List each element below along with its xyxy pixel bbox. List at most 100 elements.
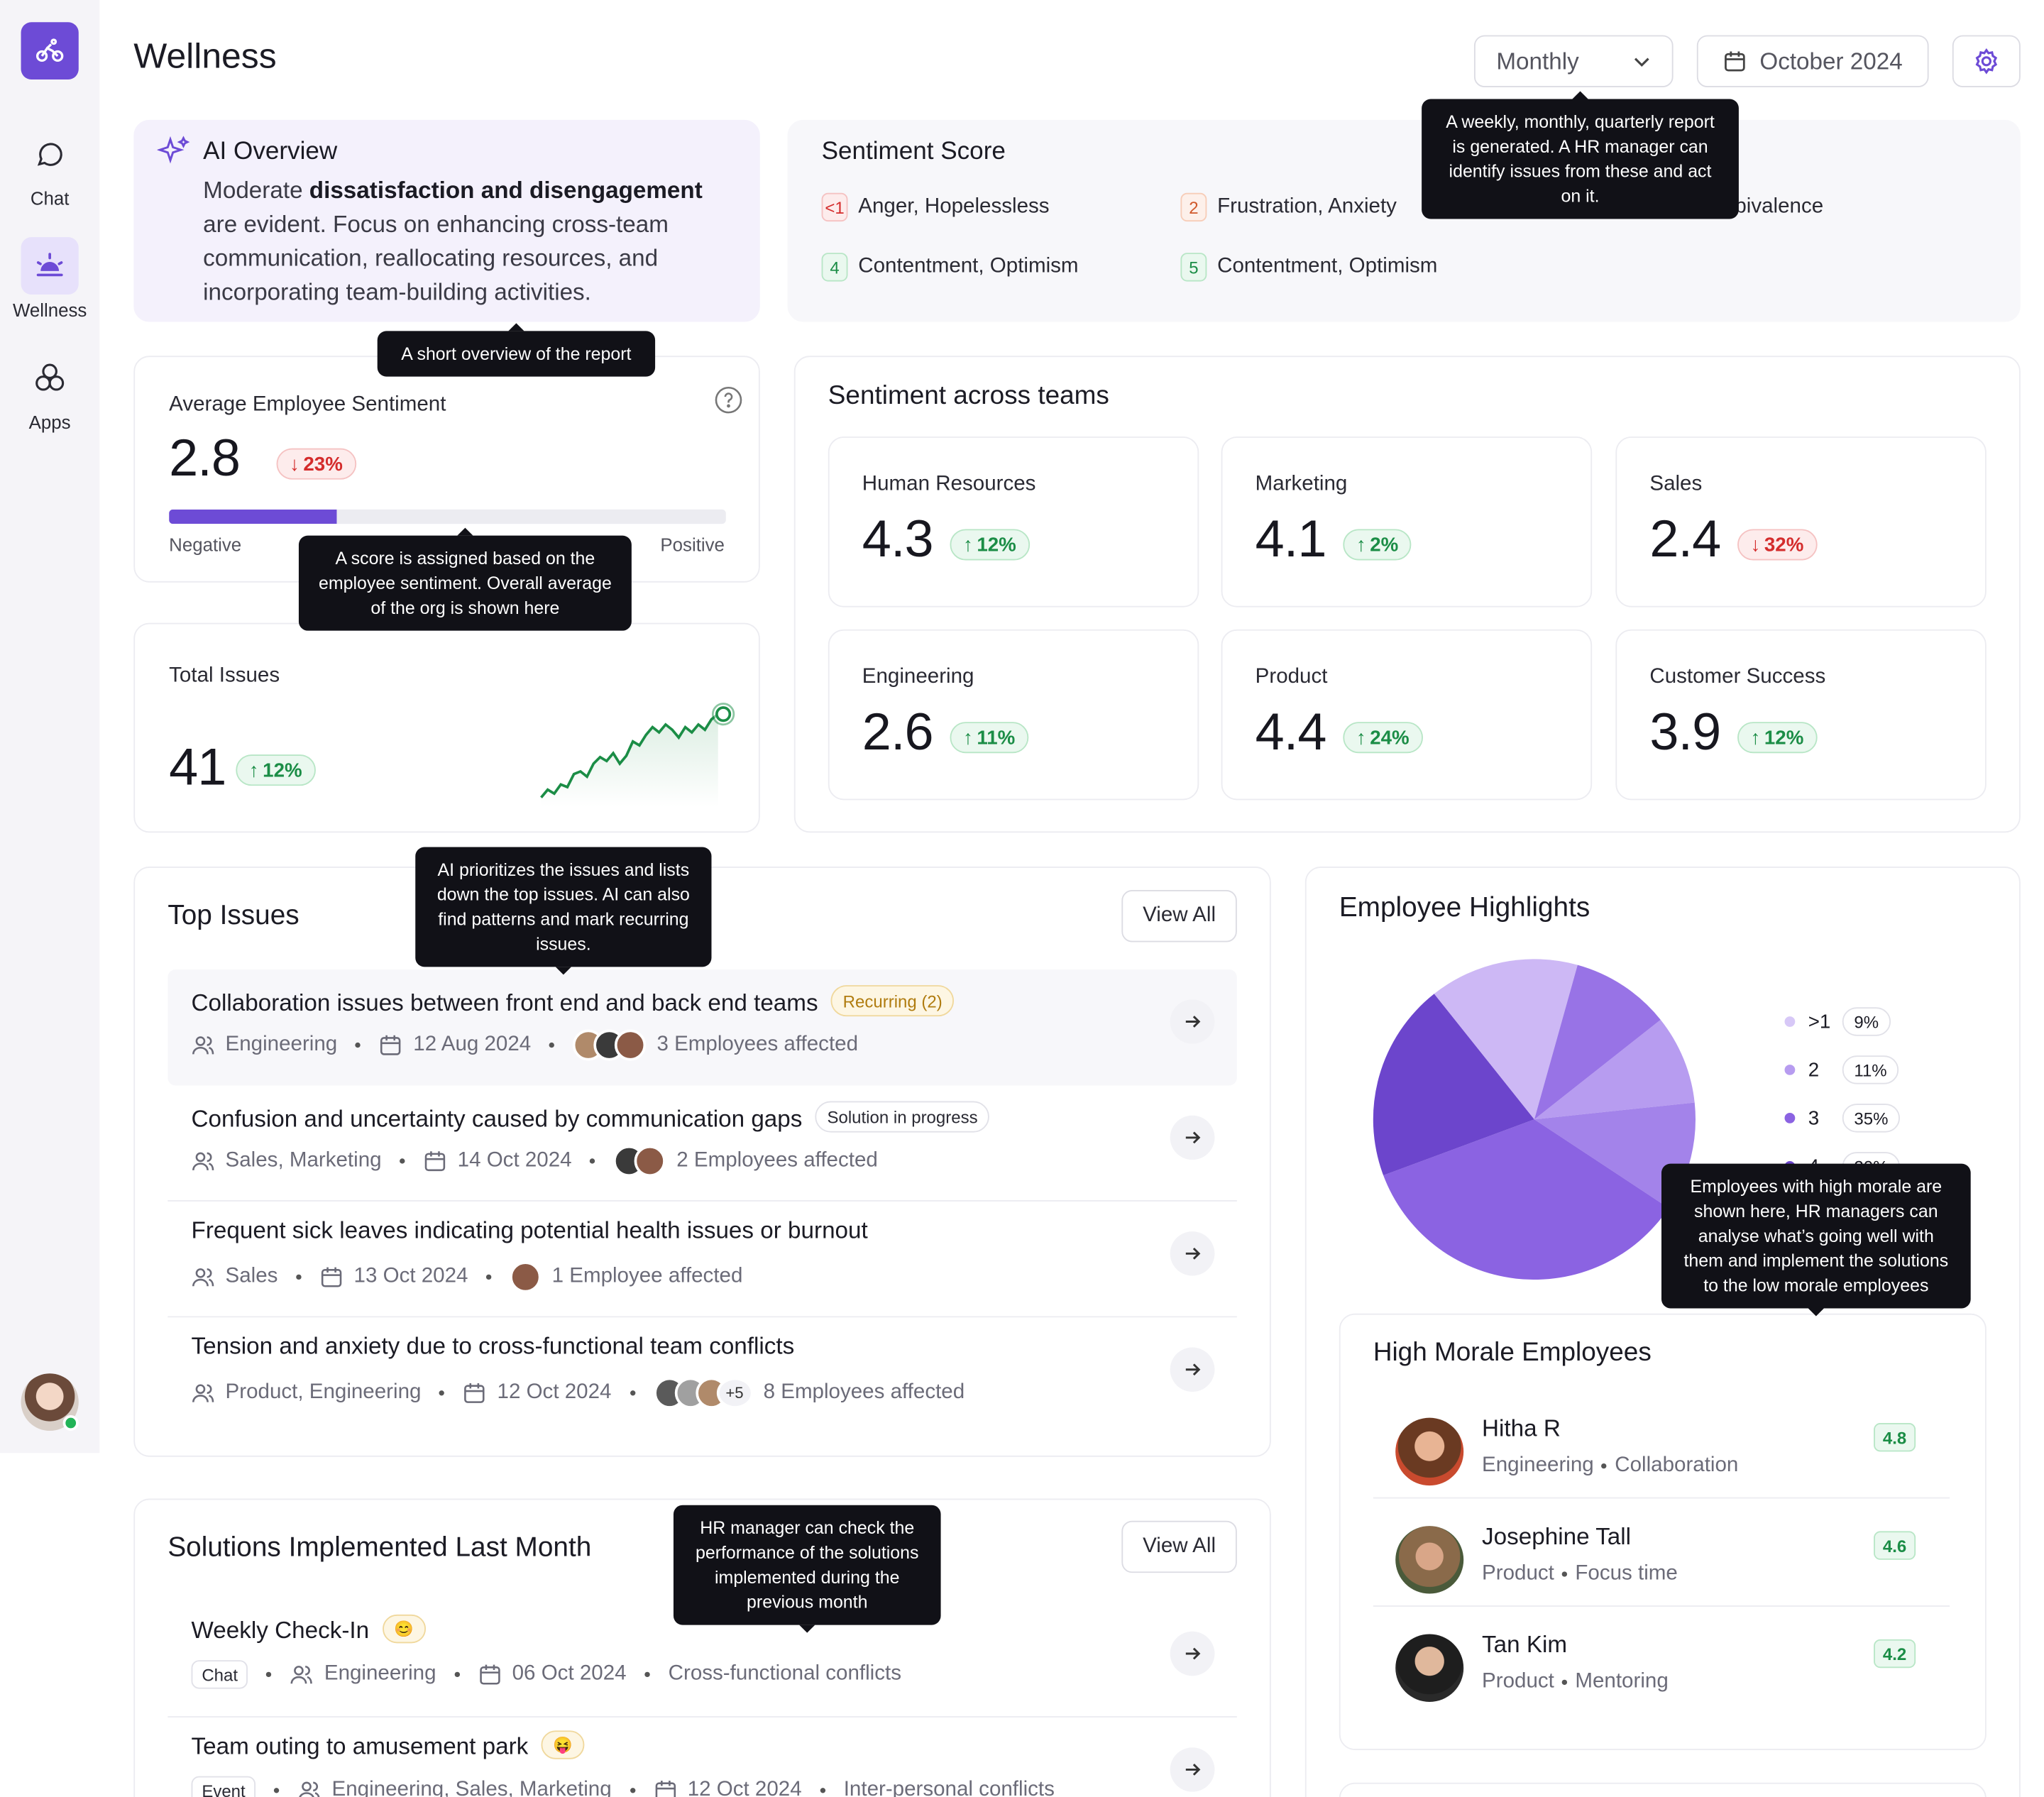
team-card[interactable]: Customer Success 3.9 ↑ 12%: [1615, 629, 1987, 801]
overview-tooltip: A short overview of the report: [377, 323, 656, 377]
issue-row[interactable]: Collaboration issues between front end a…: [167, 969, 1237, 1086]
morale-employee-row[interactable]: Hitha R Engineering Collaboration 4.8: [1373, 1415, 1950, 1499]
open-solution-button[interactable]: [1170, 1631, 1215, 1676]
period-select[interactable]: Monthly: [1473, 35, 1674, 88]
users-icon: [192, 1152, 214, 1170]
high-morale-title: High Morale Employees: [1373, 1338, 1652, 1368]
employee-topic: Mentoring: [1575, 1670, 1669, 1693]
team-name: Sales: [1649, 473, 1703, 495]
date-picker[interactable]: October 2024: [1696, 35, 1929, 88]
team-name: Engineering: [862, 666, 974, 688]
employee-topic: Collaboration: [1615, 1454, 1739, 1477]
team-card[interactable]: Marketing 4.1 ↑ 2%: [1221, 436, 1593, 608]
score-item-3-label: bivalence: [1735, 195, 1824, 218]
calendar-icon: [321, 1267, 342, 1287]
open-solution-button[interactable]: [1170, 1747, 1215, 1792]
nav-apps[interactable]: Apps: [0, 349, 99, 433]
issue-tag: Recurring (2): [831, 985, 955, 1017]
pie-slice: [1534, 965, 1661, 1120]
period-select-value: Monthly: [1496, 48, 1579, 74]
team-change: ↑ 12%: [1737, 722, 1817, 754]
bicycle-icon: [35, 38, 64, 62]
calendar-icon: [464, 1383, 485, 1403]
legend-item: 3 35%: [1784, 1104, 1901, 1133]
pie-slice: [1534, 1102, 1696, 1209]
app-logo[interactable]: [21, 22, 79, 80]
solution-title: Weekly Check-In: [191, 1617, 370, 1644]
issue-row[interactable]: Tension and anxiety due to cross-functio…: [167, 1317, 1236, 1422]
calendar-icon: [380, 1035, 402, 1055]
sentiment-bar-fill: [169, 509, 336, 524]
negative-label: Negative: [169, 534, 242, 556]
avg-sentiment-value: 2.8: [169, 429, 241, 488]
open-issue-button[interactable]: [1170, 1347, 1215, 1392]
team-score: 4.4: [1255, 703, 1327, 762]
issue-title: Tension and anxiety due to cross-functio…: [191, 1333, 795, 1360]
calendar-icon: [1724, 51, 1745, 72]
team-change: ↑ 11%: [950, 722, 1028, 754]
employee-photo: [1395, 1526, 1464, 1594]
pie-slice: [1373, 994, 1534, 1176]
employee-photo: [1395, 1417, 1464, 1486]
calendar-icon: [480, 1664, 500, 1685]
pie-slice: [1383, 1119, 1669, 1280]
settings-button[interactable]: [1952, 35, 2021, 88]
employee-score: 4.8: [1873, 1423, 1916, 1452]
more-avatars: +5: [716, 1377, 753, 1409]
solution-team: Engineering, Sales, Marketing: [331, 1779, 612, 1797]
employee-team: Product: [1482, 1562, 1554, 1585]
solutions-view-all-button[interactable]: View All: [1121, 1520, 1237, 1573]
morale-employee-row[interactable]: Tan Kim Product Mentoring 4.2: [1373, 1632, 1950, 1712]
report-tooltip: A weekly, monthly, quarterly report is g…: [1422, 91, 1739, 219]
team-score: 4.1: [1255, 510, 1327, 568]
solution-type-chip: Event: [191, 1776, 256, 1797]
issue-title: Confusion and uncertainty caused by comm…: [191, 1105, 803, 1132]
ai-overview-text: Moderate dissatisfaction and disengageme…: [203, 177, 703, 305]
arrow-right-icon: [1185, 1247, 1201, 1260]
solution-date: 12 Oct 2024: [687, 1779, 802, 1797]
users-icon: [192, 1384, 214, 1402]
avg-sentiment-change: ↓ 23%: [276, 448, 356, 480]
open-issue-button[interactable]: [1170, 1115, 1215, 1160]
arrow-right-icon: [1185, 1764, 1201, 1776]
users-icon: [299, 1781, 320, 1797]
solution-row[interactable]: Weekly Check-In 😊 Chat Engineering 06 Oct 2…: [167, 1602, 1237, 1718]
team-card[interactable]: Product 4.4 ↑ 24%: [1221, 629, 1593, 801]
arrow-right-icon: [1185, 1647, 1201, 1660]
help-icon[interactable]: [714, 385, 743, 414]
issue-row[interactable]: Confusion and uncertainty caused by comm…: [167, 1085, 1237, 1202]
sparkles-icon: [157, 136, 190, 164]
solutions-tooltip: HR manager can check the performance of …: [673, 1505, 941, 1633]
nav-wellness-label: Wellness: [12, 300, 87, 321]
solution-type-chip: Chat: [191, 1660, 248, 1689]
solution-row[interactable]: Team outing to amusement park 😝 Event Engi…: [167, 1718, 1236, 1797]
team-card[interactable]: Human Resources 4.3 ↑ 12%: [828, 436, 1199, 608]
employee-avatar: [615, 1029, 647, 1061]
team-card[interactable]: Engineering 2.6 ↑ 11%: [828, 629, 1199, 801]
issue-row[interactable]: Frequent sick leaves indicating potentia…: [167, 1202, 1237, 1318]
issue-team: Sales: [225, 1265, 278, 1288]
team-name: Customer Success: [1649, 666, 1826, 688]
ai-overview-title: AI Overview: [203, 138, 338, 166]
morale-employee-row[interactable]: Josephine Tall Product Focus time 4.6: [1373, 1523, 1950, 1607]
users-icon: [192, 1036, 214, 1055]
date-picker-value: October 2024: [1759, 48, 1903, 74]
solution-date: 06 Oct 2024: [512, 1662, 627, 1686]
nav-chat[interactable]: Chat: [0, 125, 99, 209]
sentiment-bar: [169, 509, 726, 524]
nav-wellness[interactable]: Wellness: [0, 237, 99, 321]
arrow-right-icon: [1185, 1363, 1201, 1376]
issues-view-all-button[interactable]: View All: [1121, 890, 1237, 943]
issue-date: 14 Oct 2024: [457, 1149, 572, 1172]
open-issue-button[interactable]: [1170, 999, 1215, 1044]
score-item-4: 4 Contentment, Optimism: [821, 253, 1079, 282]
issues-tooltip: AI prioritizes the issues and lists down…: [415, 847, 712, 975]
issue-affected: 8 Employees affected: [763, 1381, 965, 1404]
legend-item: 2 11%: [1784, 1055, 1899, 1084]
arrow-right-icon: [1185, 1131, 1201, 1144]
team-card[interactable]: Sales 2.4 ↓ 32%: [1615, 436, 1987, 608]
legend-item: >1 9%: [1784, 1007, 1891, 1036]
open-issue-button[interactable]: [1170, 1231, 1215, 1276]
online-status-dot: [62, 1415, 79, 1431]
